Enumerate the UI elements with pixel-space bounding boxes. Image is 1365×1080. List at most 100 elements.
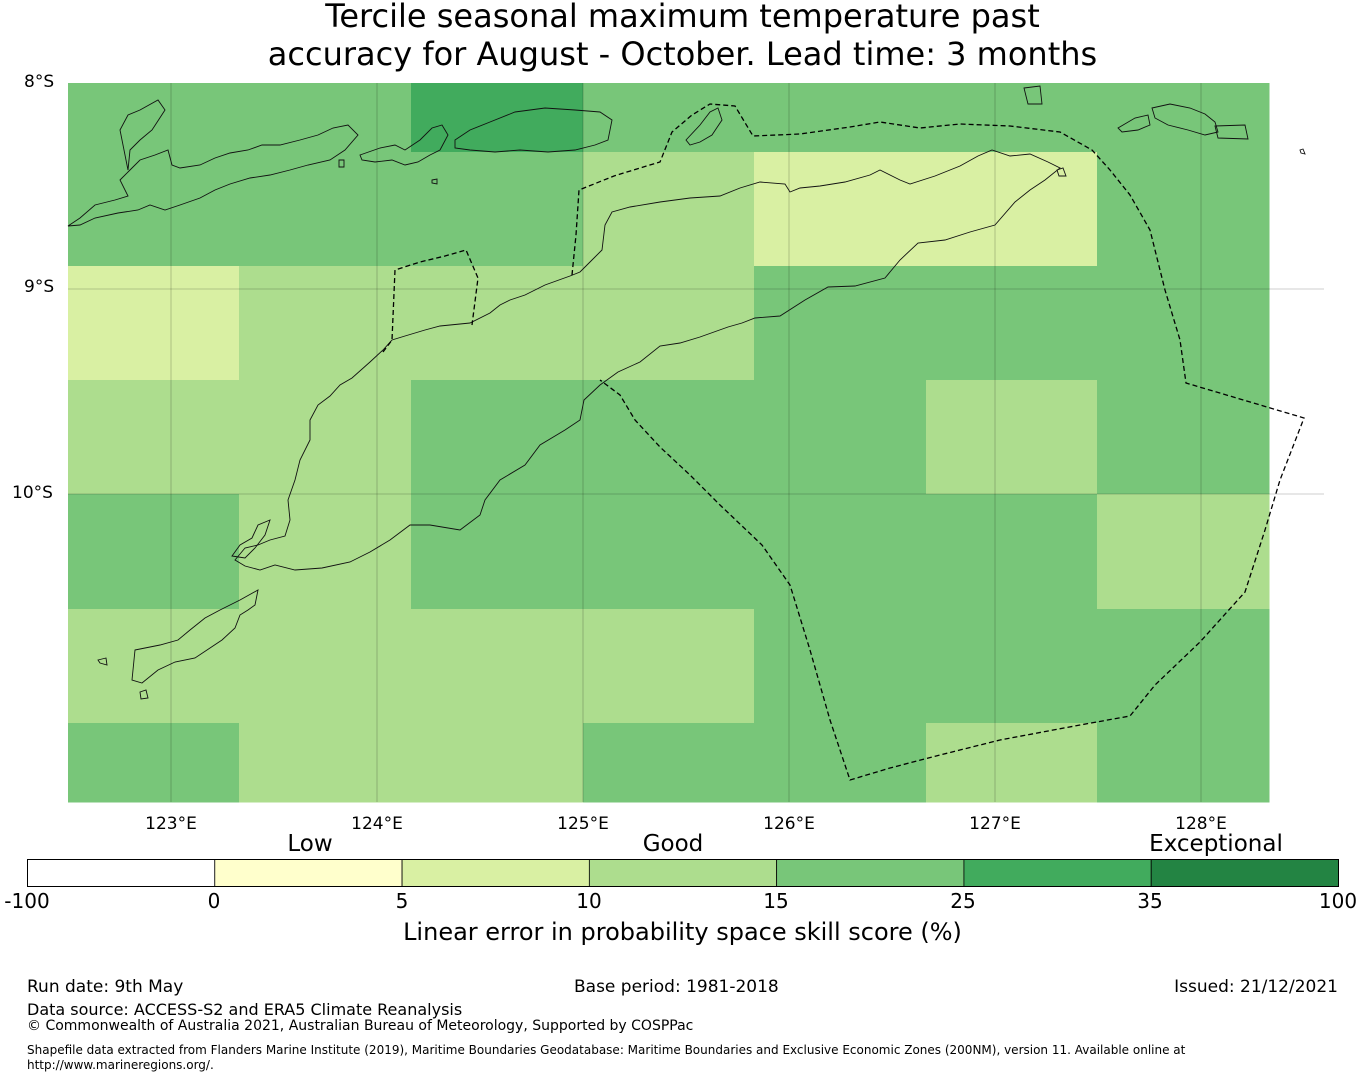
colorbar-segment [27, 859, 216, 887]
colorbar-tick-0: 0 [207, 889, 221, 913]
coastline-islet-5 [338, 159, 345, 168]
coastline-moa [1151, 103, 1219, 136]
coastline-lakor [1214, 124, 1249, 140]
boundary-north [571, 103, 1305, 781]
run-date: Run date: 9th May [27, 977, 184, 997]
grid-cell [239, 380, 412, 495]
chart-title-line2: accuracy for August - October. Lead time… [267, 35, 1098, 73]
grid-cell [411, 494, 584, 610]
lat-label-10s: 10°S [12, 483, 53, 503]
colorbar-tick-100: 100 [1318, 889, 1358, 913]
colorbar-segment [401, 859, 590, 887]
grid-cell [1097, 380, 1270, 495]
colorbar-segment [1150, 859, 1339, 887]
coastline-semau [231, 519, 271, 559]
coastline-atauro [685, 107, 723, 146]
colorbar-segment [776, 859, 965, 887]
grid-cell [239, 83, 412, 153]
grid-cell [583, 152, 755, 267]
coastline-islet-2 [1299, 148, 1306, 155]
grid-cell [68, 380, 240, 495]
colorbar-tick-10: 10 [576, 889, 602, 913]
shapefile-credit-line2: http://www.marineregions.org/. [27, 1058, 214, 1072]
grid-cell [239, 723, 412, 803]
grid-cell [926, 83, 1098, 153]
coastline-timor [234, 149, 1061, 571]
maritime-boundaries [382, 103, 1305, 781]
copyright: © Commonwealth of Australia 2021, Austra… [27, 1018, 694, 1034]
grid-cell [68, 152, 240, 267]
grid-cell [1097, 83, 1270, 153]
lon-label-123e: 123°E [145, 814, 197, 834]
grid-cell [754, 723, 927, 803]
grid-cell [411, 380, 584, 495]
skill-map [67, 83, 1324, 803]
coastline-islet-1 [139, 689, 149, 700]
grid-cell [68, 609, 240, 724]
lon-label-127e: 127°E [969, 814, 1021, 834]
chart-title-line1: Tercile seasonal maximum temperature pas… [325, 0, 1040, 35]
grid-cell [239, 266, 412, 381]
grid-cell [583, 609, 755, 724]
grid-cell [754, 83, 927, 153]
coastlines [67, 85, 1306, 700]
grid-cell [411, 266, 584, 381]
grid-cell [583, 723, 755, 803]
lon-label-124e: 124°E [351, 814, 403, 834]
graticule [68, 83, 1324, 802]
shapefile-credit-line1: Shapefile data extracted from Flanders M… [27, 1043, 1186, 1057]
colorbar-tick-25: 25 [950, 889, 976, 913]
lat-label-9s: 9°S [24, 277, 55, 297]
grid-cell [583, 266, 755, 381]
grid-cell [239, 494, 412, 610]
grid-cell [926, 152, 1098, 267]
grid-cell [239, 609, 412, 724]
grid-cell [754, 609, 927, 724]
grid-cell [754, 380, 927, 495]
grid-cell [583, 380, 755, 495]
grid-cell [411, 723, 584, 803]
colorbar-label: Linear error in probability space skill … [403, 918, 962, 946]
grid-cell [926, 723, 1098, 803]
colorbar-category-low: Low [287, 831, 333, 857]
grid-cell [583, 494, 755, 610]
coastline-rote [131, 589, 259, 684]
grid-cell [239, 152, 412, 267]
grid-cell [1097, 609, 1270, 724]
lon-label-125e: 125°E [557, 814, 609, 834]
coastline-islet-4 [431, 178, 438, 185]
issued-date: Issued: 21/12/2021 [1174, 977, 1338, 997]
grid-cell [926, 609, 1098, 724]
grid-cell [1097, 266, 1270, 381]
data-source: Data source: ACCESS-S2 and ERA5 Climate … [27, 1000, 463, 1019]
coastline-wetar [454, 107, 613, 153]
grid-cell [1097, 723, 1270, 803]
colorbar-tick-minus100: -100 [4, 889, 50, 913]
lat-label-8s: 8°S [24, 72, 55, 92]
coastline-ndao [97, 657, 108, 666]
boundary-oecusse [382, 249, 479, 353]
grid-cell [926, 494, 1098, 610]
colorbar-segment [963, 859, 1152, 887]
grid-cell [754, 152, 927, 267]
grid-cell [411, 152, 584, 267]
colorbar-segment [214, 859, 403, 887]
colorbar [27, 859, 1339, 887]
colorbar-tick-15: 15 [763, 889, 789, 913]
lon-label-128e: 128°E [1175, 814, 1227, 834]
base-period: Base period: 1981-2018 [574, 977, 779, 997]
grid-cell [411, 609, 584, 724]
grid-cell [68, 266, 240, 381]
grid-cell [411, 83, 584, 153]
colorbar-segment [588, 859, 778, 887]
colorbar-frame [27, 859, 1339, 887]
grid-cell [68, 83, 240, 153]
grid-cell [754, 494, 927, 610]
colorbar-tick-5: 5 [395, 889, 409, 913]
coastline-flores [67, 124, 359, 227]
colorbar-category-exceptional: Exceptional [1149, 831, 1283, 857]
grid-cell [68, 723, 240, 803]
colorbar-category-good: Good [642, 831, 704, 857]
skill-grid [68, 83, 1270, 803]
grid-cell [926, 380, 1098, 495]
